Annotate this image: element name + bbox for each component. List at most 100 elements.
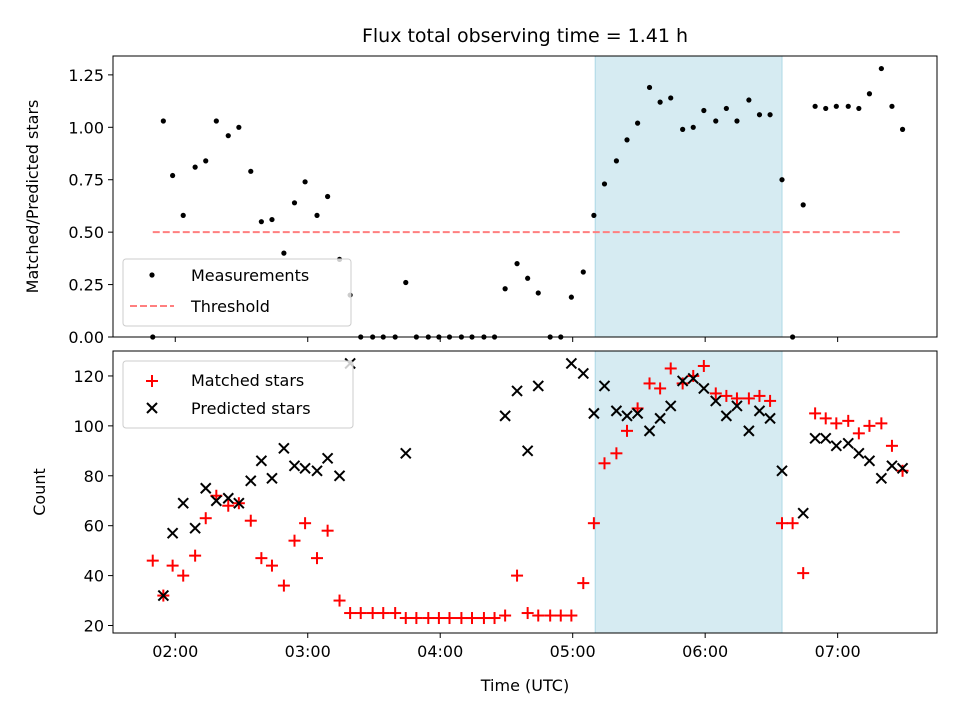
ratio-legend: Measurements Threshold xyxy=(122,258,352,327)
predicted-stars-point xyxy=(278,442,290,455)
x-tick-label: 05:00 xyxy=(550,642,596,661)
measurement-point xyxy=(514,261,520,267)
predicted-stars-point xyxy=(588,407,600,420)
x-tick-label: 07:00 xyxy=(815,642,861,661)
predicted-stars-point xyxy=(255,455,268,467)
matched-stars-point xyxy=(875,417,888,430)
predicted-stars-point xyxy=(210,495,223,507)
measurement-point xyxy=(856,105,862,112)
x-tick-label: 02:00 xyxy=(152,642,198,661)
matched-stars-point xyxy=(410,612,423,625)
measurement-point xyxy=(580,269,586,275)
matched-stars-point xyxy=(488,612,501,625)
predicted-stars-point xyxy=(875,472,888,484)
matched-stars-point xyxy=(499,609,512,622)
x-tick-label: 06:00 xyxy=(682,642,728,661)
matched-stars-point xyxy=(366,607,379,620)
matched-stars-point xyxy=(577,577,590,590)
predicted-stars-point xyxy=(299,462,311,474)
predicted-stars-point xyxy=(631,407,644,420)
y-tick-label: 100 xyxy=(73,417,104,436)
predicted-stars-point xyxy=(311,465,323,477)
x-axis-label: Time (UTC) xyxy=(480,676,569,695)
y-tick-label: 0.25 xyxy=(68,276,104,295)
matched-stars-point xyxy=(255,552,268,565)
legend-matched-marker xyxy=(146,375,158,387)
predicted-stars-point xyxy=(511,385,523,397)
predicted-stars-point xyxy=(521,445,534,457)
measurement-point xyxy=(314,212,320,218)
predicted-stars-point xyxy=(687,372,699,385)
predicted-stars-point xyxy=(266,472,278,484)
y-tick-label: 60 xyxy=(84,517,104,536)
x-tick-label: 04:00 xyxy=(417,642,463,661)
matched-stars-point xyxy=(830,417,843,430)
predicted-stars-point xyxy=(621,410,633,422)
matched-stars-point xyxy=(896,464,909,477)
matched-stars-point xyxy=(687,369,700,382)
matched-stars-point xyxy=(776,517,789,530)
predicted-stars-point xyxy=(809,432,821,445)
measurement-point xyxy=(302,179,308,185)
count-panel: 02:00 03:00 04:00 05:00 06:00 07:00 20 40 60 80 10… xyxy=(30,350,938,695)
measurement-point xyxy=(866,91,873,97)
count-y-axis-label: Count xyxy=(30,468,49,516)
matched-stars-point xyxy=(321,524,334,537)
measurement-point xyxy=(668,95,674,101)
measurement-point xyxy=(192,164,198,170)
matched-stars-point xyxy=(697,359,710,372)
measurement-point xyxy=(756,112,763,118)
y-tick-label: 0.00 xyxy=(68,328,104,347)
measurement-point xyxy=(591,212,597,218)
matched-stars-point xyxy=(399,612,412,625)
matched-stars-point xyxy=(565,609,578,622)
matched-stars-point xyxy=(742,392,755,405)
legend-predicted-label: Predicted stars xyxy=(191,399,311,418)
measurement-point xyxy=(225,133,231,139)
matched-stars-point xyxy=(809,407,822,420)
measurement-point xyxy=(746,97,752,103)
measurement-point xyxy=(646,84,653,91)
predicted-stars-point xyxy=(532,380,544,392)
predicted-stars-point xyxy=(577,367,589,380)
predicted-stars-point xyxy=(233,497,245,509)
predicted-stars-point xyxy=(654,412,666,425)
measurement-point xyxy=(624,137,630,143)
matched-stars-point xyxy=(720,389,733,402)
y-tick-label: 1.25 xyxy=(68,66,104,85)
y-tick-label: 1.00 xyxy=(68,118,104,137)
observing-window-band xyxy=(594,55,783,338)
legend-measurements-label: Measurements xyxy=(191,266,309,285)
matched-stars-point xyxy=(797,567,810,580)
predicted-stars-point xyxy=(676,375,689,387)
matched-stars-point xyxy=(277,579,290,592)
matched-stars-point xyxy=(654,382,667,395)
measurement-point xyxy=(823,105,829,112)
measurement-point xyxy=(713,118,719,124)
y-tick-label: 40 xyxy=(84,567,104,586)
predicted-stars-point xyxy=(842,437,854,450)
predicted-stars-point xyxy=(166,527,179,539)
measurement-point xyxy=(281,250,287,256)
count-panel-frame xyxy=(112,350,938,634)
measurement-point xyxy=(613,158,620,164)
matched-stars-point xyxy=(554,609,567,622)
predicted-stars-point xyxy=(896,462,909,474)
matched-stars-point xyxy=(852,427,865,440)
predicted-stars-point xyxy=(665,400,677,412)
measurement-point xyxy=(723,105,729,112)
predicted-stars-point xyxy=(743,425,755,437)
matched-stars-point xyxy=(189,549,202,562)
matched-stars-point xyxy=(664,362,677,375)
matched-stars-point xyxy=(544,609,557,622)
matched-stars-point xyxy=(199,512,212,525)
predicted-stars-point xyxy=(797,507,809,519)
matched-stars-point xyxy=(377,607,390,620)
measurement-point xyxy=(833,103,839,109)
predicted-stars-point xyxy=(776,465,788,477)
measurement-point xyxy=(601,181,608,187)
legend-measurements-marker xyxy=(149,272,155,278)
measurement-point xyxy=(635,120,641,126)
measurement-point xyxy=(767,112,773,118)
predicted-stars-point xyxy=(710,395,722,407)
